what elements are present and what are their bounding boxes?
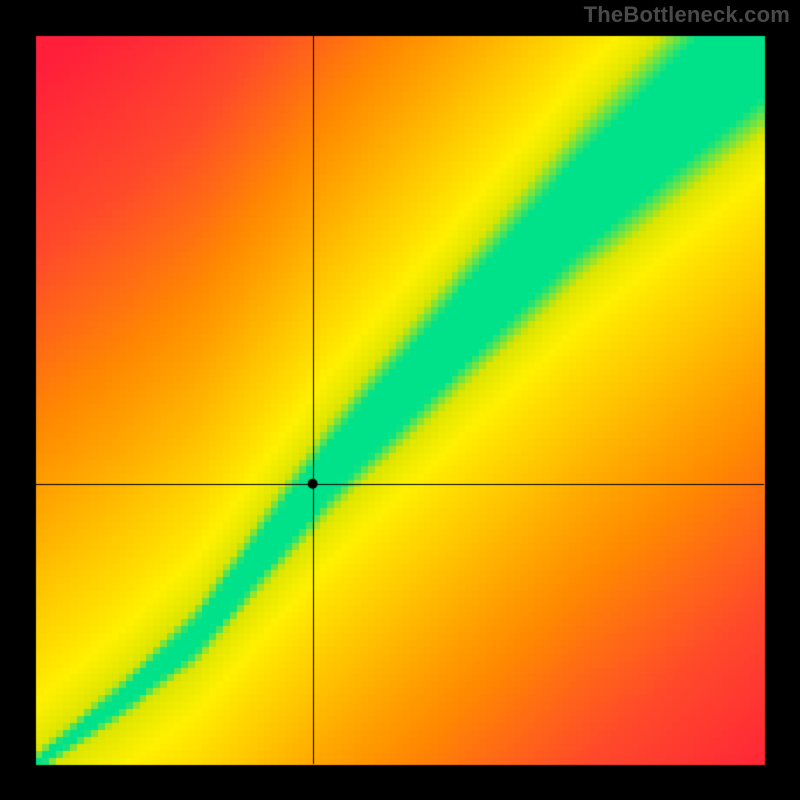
bottleneck-heatmap bbox=[0, 0, 800, 800]
watermark-text: TheBottleneck.com bbox=[584, 2, 790, 28]
